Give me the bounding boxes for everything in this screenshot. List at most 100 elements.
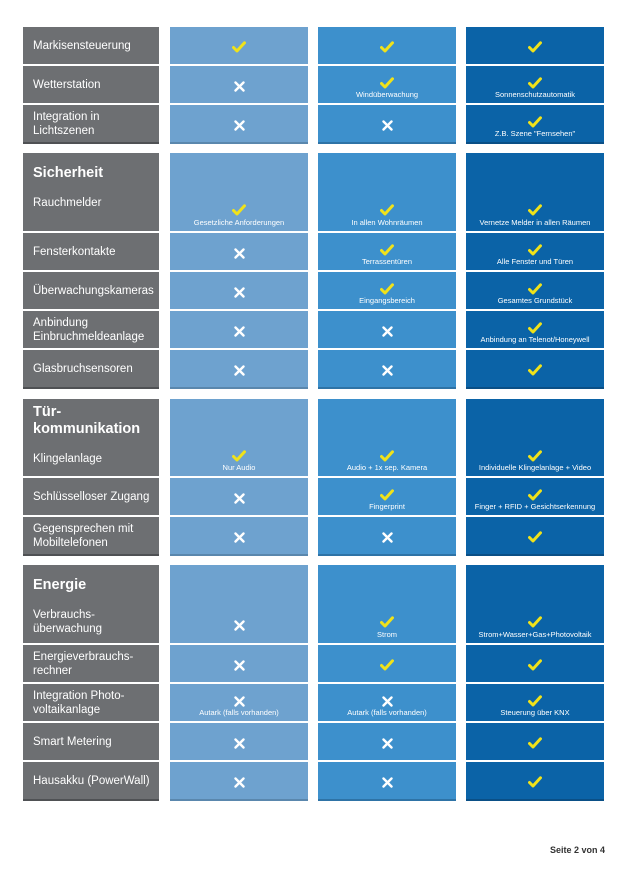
value-cell: Steuerung über KNX [466,684,604,723]
cross-icon [318,775,456,793]
value-cell: In allen Wohnräumen [318,153,456,233]
row-label: Gegensprechen mit Mobiltelefonen [23,517,159,556]
row-label: Tür- kommunikation Klingelanlage [23,399,159,478]
value-note: Alle Fenster und Türen [496,257,574,266]
row-label: Anbindung Einbruchmeldeanlage [23,311,159,350]
value-cell [170,565,308,645]
row-label-text: Verbrauchs- [33,609,96,621]
cross-icon [170,324,308,342]
check-icon [466,775,604,793]
value-cell: Windüberwachung [318,66,456,105]
row-label-text: Energieverbrauchs- [33,650,134,663]
value-cell: Eingangsbereich [318,272,456,311]
value-note: In allen Wohnräumen [351,218,423,227]
section-title: Sicherheit [33,165,104,181]
section-divider [170,554,308,556]
value-cell [466,517,604,556]
value-cell: Strom [318,565,456,645]
check-icon [170,40,308,58]
check-icon [466,203,604,221]
value-cell [170,272,308,311]
section-divider [318,554,456,556]
row-label-text: Klingelanlage [33,453,103,465]
value-cell [170,233,308,272]
section-divider [23,142,159,144]
value-note: Sonnenschutzautomatik [494,90,576,99]
check-icon [170,203,308,221]
value-note: Terrassentüren [361,257,413,266]
section-divider [170,799,308,801]
row-label: Smart Metering [23,723,159,762]
value-note: Fingerprint [369,502,405,511]
row-label: Fensterkontakte [23,233,159,272]
row-label-text: voltaikanlage [33,703,101,716]
section-divider [170,142,308,144]
value-cell: Fingerprint [318,478,456,517]
row-label: Hausakku (PowerWall) [23,762,159,801]
check-icon [466,76,604,94]
value-cell: Sonnenschutzautomatik [466,66,604,105]
value-cell [170,66,308,105]
section-divider [318,387,456,389]
value-cell [466,350,604,389]
row-label: Energieverbrauchs-rechner [23,645,159,684]
value-note: Nur Audio [222,463,256,472]
row-label: Energie Verbrauchs-überwachung [23,565,159,645]
check-icon [466,321,604,339]
check-icon [318,76,456,94]
value-cell: Terrassentüren [318,233,456,272]
value-cell: Autark (falls vorhanden) [170,684,308,723]
value-cell [318,311,456,350]
cross-icon [170,775,308,793]
row-label-text: Einbruchmeldeanlage [33,330,145,343]
row-label: Integration in Lichtszenen [23,105,159,144]
value-cell [170,350,308,389]
value-cell [466,27,604,66]
section-divider [170,387,308,389]
value-cell: Alle Fenster und Türen [466,233,604,272]
row-label: Schlüsselloser Zugang [23,478,159,517]
row-label-text: Glasbruchsensoren [33,362,133,375]
row-label-text: Smart Metering [33,735,112,748]
section-divider [466,142,604,144]
cross-icon [170,491,308,509]
value-cell: Nur Audio [170,399,308,478]
value-cell [318,105,456,144]
check-icon [318,282,456,300]
section-divider [466,554,604,556]
value-cell [318,27,456,66]
section-divider [23,387,159,389]
value-cell: Strom+Wasser+Gas+Photovoltaik [466,565,604,645]
cross-icon [318,363,456,381]
value-cell [318,350,456,389]
value-cell [170,723,308,762]
check-icon [318,488,456,506]
row-label-text: Schlüsselloser Zugang [33,490,150,503]
cross-icon [318,736,456,754]
row-label-text: Hausakku (PowerWall) [33,774,150,787]
check-icon [466,488,604,506]
section-divider [318,799,456,801]
cross-icon [318,324,456,342]
check-icon [318,40,456,58]
row-label: Markisensteuerung [23,27,159,66]
row-label-text: Wetterstation [33,78,101,91]
value-cell [170,105,308,144]
value-note: Gesamtes Grundstück [497,296,573,305]
page-number: Seite 2 von 4 [549,845,605,855]
check-icon [466,694,604,712]
value-cell: Vernetze Melder in allen Räumen [466,153,604,233]
value-cell: Anbindung an Telenot/Honeywell [466,311,604,350]
row-label-text: Integration in [33,110,100,123]
row-label-text: überwachung [33,623,103,635]
row-label: Wetterstation [23,66,159,105]
check-icon [466,530,604,548]
value-cell [466,723,604,762]
value-cell [466,762,604,801]
row-label-text: Gegensprechen mit [33,522,134,535]
check-icon [170,449,308,467]
cross-icon [170,363,308,381]
check-icon [466,282,604,300]
row-label: Überwachungskameras [23,272,159,311]
value-cell: Audio + 1x sep. Kamera [318,399,456,478]
